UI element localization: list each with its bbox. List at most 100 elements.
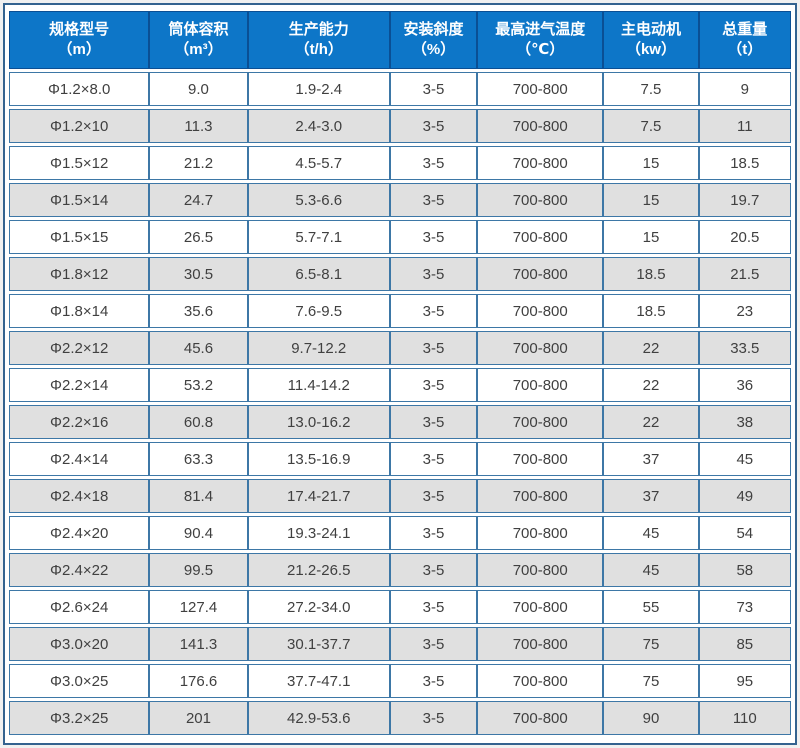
table-cell: Φ1.8×14 bbox=[9, 294, 150, 328]
table-cell: 49 bbox=[698, 479, 791, 513]
column-header-production-capacity: 生产能力 （t/h） bbox=[247, 11, 390, 69]
table-cell: 700-800 bbox=[477, 701, 604, 735]
table-cell: 700-800 bbox=[477, 590, 604, 624]
table-cell: 3-5 bbox=[389, 701, 478, 735]
table-row: Φ1.8×12 30.5 6.5-8.1 3-5 700-800 18.5 21.5 bbox=[9, 257, 791, 291]
table-cell: 73 bbox=[698, 590, 791, 624]
column-header-unit: （℃） bbox=[516, 41, 565, 58]
table-cell: Φ1.8×12 bbox=[9, 257, 150, 291]
table-cell: 15 bbox=[603, 146, 699, 180]
column-header-unit: （t） bbox=[727, 41, 763, 58]
table-cell: Φ2.2×14 bbox=[9, 368, 150, 402]
table-cell: 3-5 bbox=[389, 627, 478, 661]
table-cell: 5.7-7.1 bbox=[247, 220, 390, 254]
table-cell: 30.5 bbox=[149, 257, 248, 291]
table-cell: 201 bbox=[149, 701, 248, 735]
table-cell: Φ1.5×14 bbox=[9, 183, 150, 217]
table-cell: 127.4 bbox=[149, 590, 248, 624]
table-row: Φ2.6×24 127.4 27.2-34.0 3-5 700-800 55 73 bbox=[9, 590, 791, 624]
table-cell: 53.2 bbox=[149, 368, 248, 402]
table-cell: 90.4 bbox=[149, 516, 248, 550]
table-cell: 3-5 bbox=[389, 183, 478, 217]
table-cell: Φ2.2×12 bbox=[9, 331, 150, 365]
column-header-label: 安装斜度 bbox=[403, 21, 464, 38]
column-header-unit: （t/h） bbox=[294, 41, 343, 58]
table-cell: Φ1.5×15 bbox=[9, 220, 150, 254]
table-cell: 54 bbox=[698, 516, 791, 550]
table-cell: 700-800 bbox=[477, 516, 604, 550]
table-cell: 141.3 bbox=[149, 627, 248, 661]
table-cell: 3-5 bbox=[389, 553, 478, 587]
table-row: Φ2.2×12 45.6 9.7-12.2 3-5 700-800 22 33.5 bbox=[9, 331, 791, 365]
table-cell: Φ2.4×14 bbox=[9, 442, 150, 476]
column-header-label: 生产能力 bbox=[288, 21, 349, 38]
table-cell: 9.7-12.2 bbox=[247, 331, 390, 365]
table-cell: 33.5 bbox=[698, 331, 791, 365]
table-cell: Φ2.2×16 bbox=[9, 405, 150, 439]
table-cell: 90 bbox=[603, 701, 699, 735]
table-cell: 1.9-2.4 bbox=[247, 72, 390, 106]
table-header: 规格型号 （m） 筒体容积 （m³） 生产能力 （t/h） 安装斜度 （%） bbox=[9, 11, 791, 69]
table-cell: 7.5 bbox=[603, 72, 699, 106]
table-cell: 22 bbox=[603, 368, 699, 402]
table-cell: 19.7 bbox=[698, 183, 791, 217]
table-row: Φ1.8×14 35.6 7.6-9.5 3-5 700-800 18.5 23 bbox=[9, 294, 791, 328]
table-cell: 9.0 bbox=[149, 72, 248, 106]
table-cell: Φ2.4×22 bbox=[9, 553, 150, 587]
table-cell: 42.9-53.6 bbox=[247, 701, 390, 735]
table-cell: 17.4-21.7 bbox=[247, 479, 390, 513]
table-cell: 700-800 bbox=[477, 72, 604, 106]
spec-table-container: 规格型号 （m） 筒体容积 （m³） 生产能力 （t/h） 安装斜度 （%） bbox=[3, 3, 797, 745]
table-cell: 700-800 bbox=[477, 442, 604, 476]
table-cell: 700-800 bbox=[477, 220, 604, 254]
table-cell: 37.7-47.1 bbox=[247, 664, 390, 698]
table-cell: 55 bbox=[603, 590, 699, 624]
table-cell: 3-5 bbox=[389, 331, 478, 365]
table-cell: 23 bbox=[698, 294, 791, 328]
column-header-installation-slope: 安装斜度 （%） bbox=[389, 11, 478, 69]
table-cell: 13.5-16.9 bbox=[247, 442, 390, 476]
column-header-label: 主电动机 bbox=[620, 21, 681, 38]
table-cell: 15 bbox=[603, 220, 699, 254]
table-cell: 18.5 bbox=[603, 257, 699, 291]
table-cell: 3-5 bbox=[389, 294, 478, 328]
table-cell: 38 bbox=[698, 405, 791, 439]
table-cell: 6.5-8.1 bbox=[247, 257, 390, 291]
table-cell: 11.4-14.2 bbox=[247, 368, 390, 402]
table-cell: Φ2.4×18 bbox=[9, 479, 150, 513]
table-cell: 7.5 bbox=[603, 109, 699, 143]
table-cell: 75 bbox=[603, 627, 699, 661]
table-cell: 4.5-5.7 bbox=[247, 146, 390, 180]
table-cell: 45 bbox=[698, 442, 791, 476]
table-cell: 37 bbox=[603, 442, 699, 476]
table-cell: 3-5 bbox=[389, 442, 478, 476]
table-cell: 21.2 bbox=[149, 146, 248, 180]
table-cell: 11.3 bbox=[149, 109, 248, 143]
table-row: Φ2.4×18 81.4 17.4-21.7 3-5 700-800 37 49 bbox=[9, 479, 791, 513]
table-cell: 22 bbox=[603, 405, 699, 439]
table-row: Φ2.4×22 99.5 21.2-26.5 3-5 700-800 45 58 bbox=[9, 553, 791, 587]
table-cell: 60.8 bbox=[149, 405, 248, 439]
table-cell: 2.4-3.0 bbox=[247, 109, 390, 143]
table-cell: 700-800 bbox=[477, 368, 604, 402]
table-cell: 19.3-24.1 bbox=[247, 516, 390, 550]
header-row: 规格型号 （m） 筒体容积 （m³） 生产能力 （t/h） 安装斜度 （%） bbox=[9, 11, 791, 69]
table-cell: 11 bbox=[698, 109, 791, 143]
column-header-label: 总重量 bbox=[722, 21, 768, 38]
column-header-main-motor: 主电动机 （kw） bbox=[603, 11, 699, 69]
table-row: Φ1.5×14 24.7 5.3-6.6 3-5 700-800 15 19.7 bbox=[9, 183, 791, 217]
table-cell: Φ3.0×25 bbox=[9, 664, 150, 698]
table-cell: 700-800 bbox=[477, 257, 604, 291]
table-cell: 3-5 bbox=[389, 590, 478, 624]
table-row: Φ3.0×20 141.3 30.1-37.7 3-5 700-800 75 85 bbox=[9, 627, 791, 661]
table-cell: 700-800 bbox=[477, 294, 604, 328]
table-row: Φ2.2×14 53.2 11.4-14.2 3-5 700-800 22 36 bbox=[9, 368, 791, 402]
table-cell: Φ1.5×12 bbox=[9, 146, 150, 180]
table-row: Φ1.2×8.0 9.0 1.9-2.4 3-5 700-800 7.5 9 bbox=[9, 72, 791, 106]
table-cell: 700-800 bbox=[477, 405, 604, 439]
table-cell: 700-800 bbox=[477, 553, 604, 587]
table-cell: 700-800 bbox=[477, 146, 604, 180]
table-row: Φ3.0×25 176.6 37.7-47.1 3-5 700-800 75 95 bbox=[9, 664, 791, 698]
table-row: Φ1.2×10 11.3 2.4-3.0 3-5 700-800 7.5 11 bbox=[9, 109, 791, 143]
